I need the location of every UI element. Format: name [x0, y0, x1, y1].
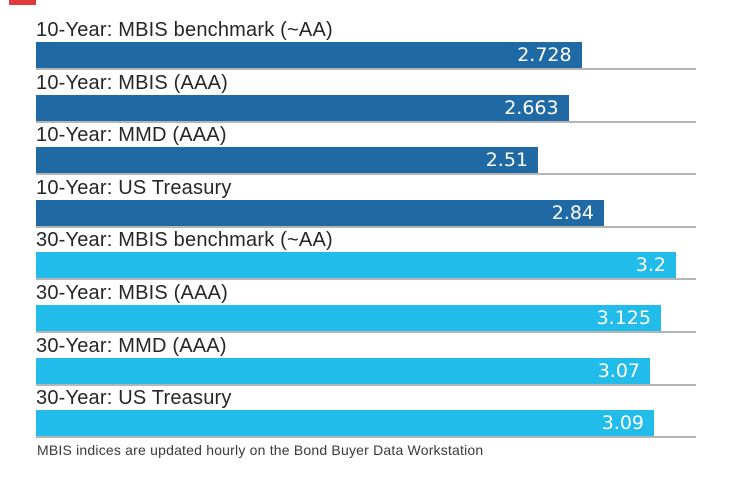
chart-row: 30-Year: US Treasury 3.09: [36, 386, 696, 439]
chart-row: 30-Year: MBIS (AAA) 3.125: [36, 281, 696, 334]
bar-value: 2.728: [517, 44, 572, 66]
chart-rows: 10-Year: MBIS benchmark (~AA) 2.728 10-Yea…: [36, 18, 696, 439]
chart-row: 30-Year: MMD (AAA) 3.07: [36, 334, 696, 387]
bar-label: 30-Year: US Treasury: [36, 387, 232, 410]
bar-value: 2.84: [551, 201, 594, 224]
bar-track: 3.07: [36, 357, 696, 386]
bar-track: 3.2: [36, 252, 696, 281]
chart-footnote: MBIS indices are updated hourly on the B…: [37, 442, 484, 458]
bar-value: 2.51: [485, 149, 528, 172]
bar: 3.2: [36, 252, 676, 279]
bar-track: 2.84: [36, 199, 696, 228]
bar-label: 30-Year: MBIS benchmark (~AA): [36, 229, 333, 252]
bar-track: 2.663: [36, 94, 696, 123]
chart-row: 10-Year: US Treasury 2.84: [36, 176, 696, 229]
bar-label: 10-Year: MBIS (AAA): [36, 71, 229, 94]
bar-value: 3.09: [601, 412, 644, 435]
bar-label: 10-Year: MBIS benchmark (~AA): [36, 19, 333, 41]
bar-track: 2.51: [36, 147, 696, 176]
bar-track: 3.125: [36, 304, 696, 333]
chart-row: 10-Year: MMD (AAA) 2.51: [36, 123, 696, 176]
bar-value: 2.663: [504, 96, 559, 119]
bar-value: 3.125: [596, 306, 651, 329]
bar: 2.84: [36, 199, 604, 226]
bar-label: 30-Year: MBIS (AAA): [36, 281, 229, 304]
bar-track: 3.09: [36, 410, 696, 439]
chart-row: 30-Year: MBIS benchmark (~AA) 3.2: [36, 228, 696, 281]
chart-row: 10-Year: MBIS (AAA) 2.663: [36, 71, 696, 124]
chart-row: 10-Year: MBIS benchmark (~AA) 2.728: [36, 18, 696, 71]
bar: 3.09: [36, 410, 654, 437]
red-dash-mark: [9, 0, 36, 5]
bar-label: 10-Year: MMD (AAA): [36, 124, 227, 147]
bar-value: 3.2: [635, 254, 666, 277]
bar-label: 10-Year: US Treasury: [36, 176, 232, 199]
bar-track: 2.728: [36, 42, 696, 70]
bar: 2.663: [36, 94, 569, 121]
bar-label: 30-Year: MMD (AAA): [36, 334, 227, 357]
bar: 3.07: [36, 357, 650, 384]
bar-value: 3.07: [597, 359, 640, 382]
bar: 3.125: [36, 304, 661, 331]
bar: 2.728: [36, 42, 582, 68]
bar: 2.51: [36, 147, 538, 174]
